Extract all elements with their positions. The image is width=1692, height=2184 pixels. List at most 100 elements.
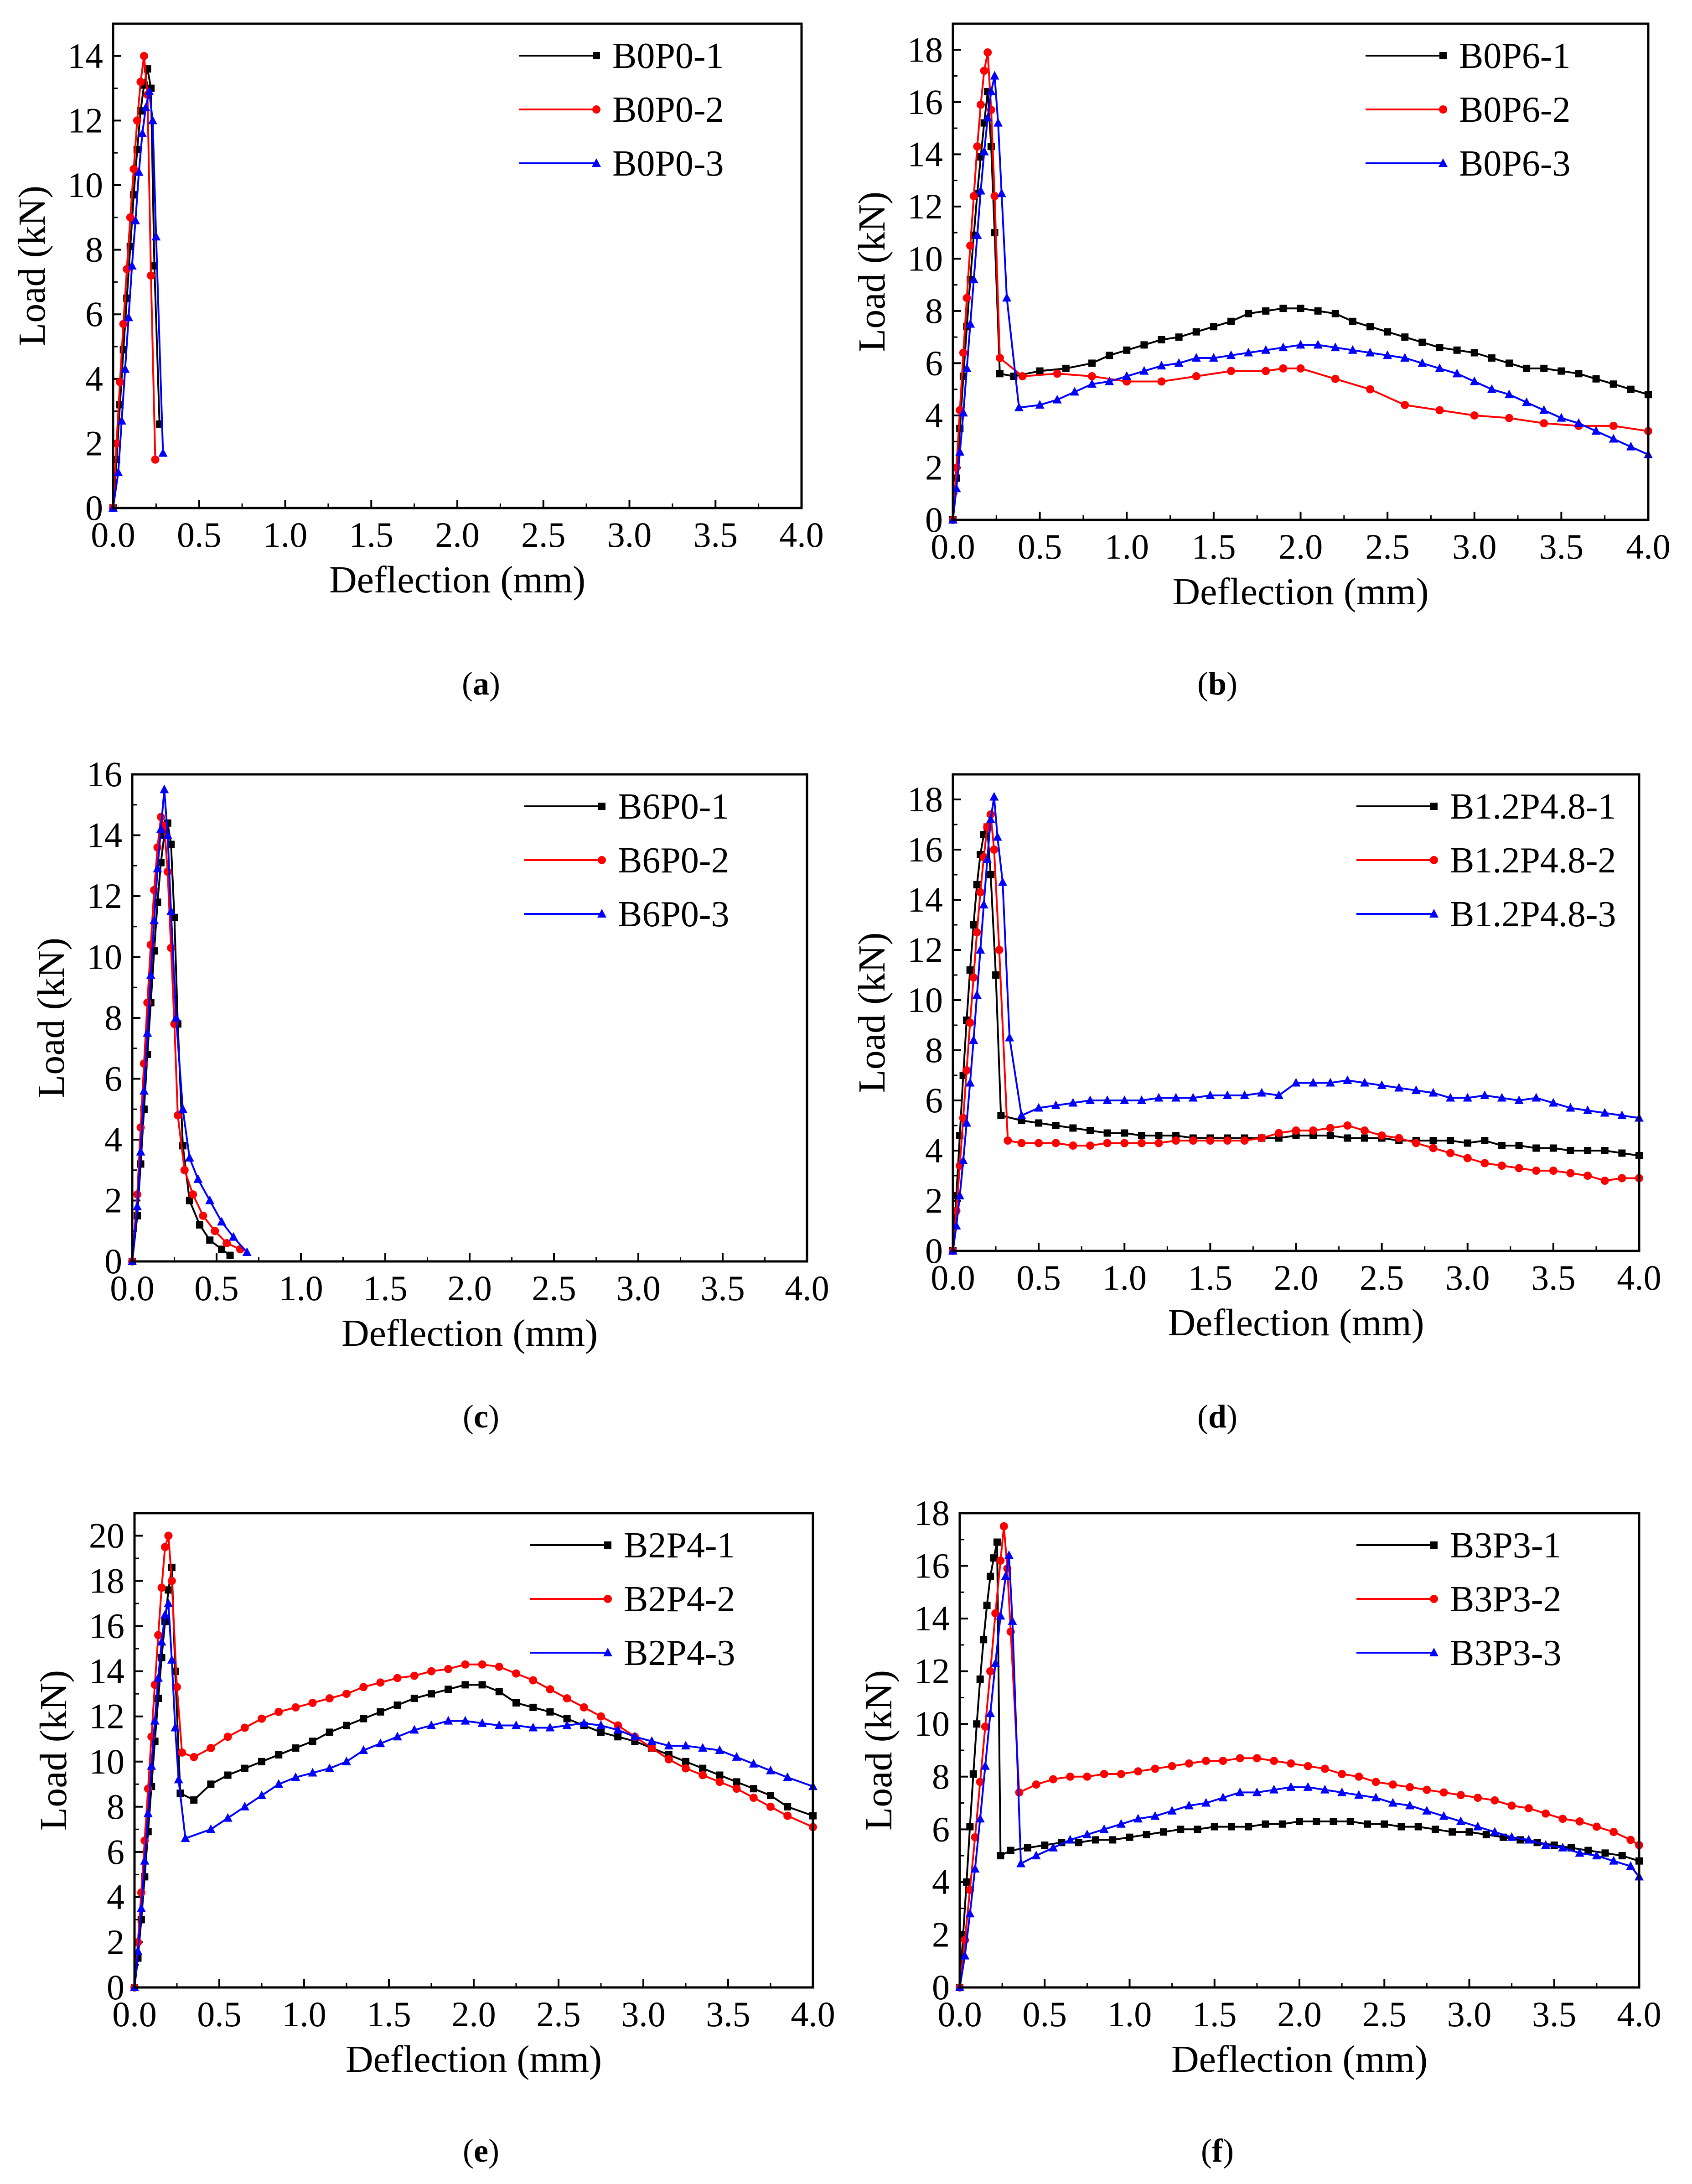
- x-tick-label: 2.0: [1274, 1258, 1319, 1297]
- data-point: [124, 312, 133, 322]
- data-point: [966, 319, 975, 328]
- data-point: [134, 167, 144, 176]
- data-point: [1304, 1762, 1312, 1770]
- x-tick-label: 1.5: [1191, 527, 1236, 566]
- data-point: [1052, 394, 1062, 404]
- plot-frame: [958, 1512, 1640, 1989]
- y-tick-label: 4: [107, 1877, 124, 1917]
- data-point: [445, 1686, 452, 1693]
- data-point: [1600, 1177, 1609, 1185]
- y-tick-label: 18: [89, 1561, 124, 1601]
- data-point: [1320, 1764, 1329, 1773]
- data-point: [1034, 1103, 1044, 1112]
- data-point: [140, 1856, 150, 1865]
- data-point: [1087, 379, 1097, 388]
- data-point: [129, 165, 138, 173]
- data-point: [966, 1018, 974, 1027]
- legend-entry: B0P6-3: [1459, 144, 1571, 184]
- data-point: [138, 128, 147, 137]
- data-point: [190, 1753, 198, 1761]
- data-point: [1418, 358, 1427, 367]
- data-point: [1549, 1144, 1557, 1152]
- data-point: [180, 1166, 189, 1174]
- y-axis-title: Load (kN): [11, 186, 53, 346]
- data-point: [133, 1201, 142, 1210]
- data-point: [1366, 348, 1375, 357]
- data-point: [1331, 374, 1340, 383]
- data-point: [664, 1741, 673, 1750]
- data-point: [546, 1708, 554, 1716]
- data-point: [1257, 1134, 1266, 1142]
- data-point: [1600, 1108, 1609, 1117]
- data-point: [1206, 1136, 1215, 1145]
- data-point: [1423, 1785, 1431, 1794]
- data-point: [1532, 1093, 1541, 1102]
- data-point: [427, 1720, 436, 1729]
- data-point: [1227, 317, 1235, 325]
- data-point: [141, 103, 150, 112]
- y-axis-title: Load (kN): [32, 1670, 75, 1831]
- data-point: [139, 1086, 149, 1095]
- y-tick-label: 0: [107, 1967, 124, 2007]
- plot-frame: [131, 773, 808, 1263]
- data-point: [1227, 367, 1235, 375]
- data-point: [1236, 1754, 1244, 1763]
- data-point: [1418, 338, 1426, 346]
- x-tick-label: 4.0: [791, 1994, 835, 2034]
- data-point: [991, 1609, 1000, 1618]
- x-tick-label: 2.5: [1360, 1258, 1404, 1297]
- y-tick-label: 16: [907, 830, 943, 869]
- y-tick-label: 2: [925, 447, 943, 487]
- data-point: [1051, 1139, 1060, 1147]
- data-point: [164, 1531, 173, 1540]
- data-point: [1432, 1826, 1439, 1833]
- data-point: [136, 1903, 146, 1912]
- data-point: [1480, 1159, 1489, 1167]
- legend-marker: [1439, 52, 1447, 59]
- caption-letter: d: [1208, 1398, 1226, 1435]
- y-axis-title: Load (kN): [851, 192, 893, 352]
- plot-frame: [952, 773, 1640, 1252]
- caption-letter: c: [474, 1398, 488, 1435]
- data-point: [1278, 1820, 1286, 1828]
- y-tick-label: 8: [932, 1757, 950, 1796]
- data-point: [1325, 1078, 1335, 1087]
- data-point: [140, 1836, 149, 1845]
- legend-marker: [597, 909, 606, 918]
- data-point: [973, 230, 982, 239]
- x-tick-label: 3.0: [1447, 1994, 1492, 2034]
- data-point: [1223, 1090, 1232, 1099]
- data-point: [1138, 1132, 1145, 1139]
- data-point: [986, 86, 996, 95]
- data-point: [1575, 1848, 1584, 1857]
- data-point: [1592, 1822, 1601, 1831]
- data-point: [226, 1251, 234, 1259]
- data-point: [681, 1741, 690, 1750]
- x-tick-label: 4.0: [785, 1268, 829, 1308]
- data-point: [257, 1790, 266, 1800]
- data-point: [173, 1111, 182, 1120]
- data-point: [150, 915, 159, 924]
- data-point: [749, 1759, 758, 1768]
- data-point: [962, 294, 971, 302]
- data-point: [962, 1066, 971, 1074]
- data-point: [1185, 1759, 1193, 1768]
- legend-entry: B0P0-2: [612, 90, 724, 130]
- legend-entry: B0P6-2: [1459, 90, 1571, 130]
- data-point: [996, 370, 1004, 378]
- data-point: [1155, 1132, 1163, 1139]
- data-point: [292, 1744, 300, 1752]
- data-point: [528, 1722, 538, 1732]
- data-point: [1157, 377, 1166, 386]
- data-point: [275, 1751, 283, 1759]
- chart-panel-c: 0.0 0.5 1.0 1.5 2.0 2.5 3.0 3.5 4.0 0 2 4 6 8 10 12 14 16…: [30, 754, 829, 1354]
- data-point: [1618, 1852, 1626, 1860]
- panel-caption: (c): [463, 1398, 499, 1435]
- data-point: [1171, 1093, 1181, 1102]
- legend-marker: [1429, 1648, 1438, 1656]
- data-point: [993, 1538, 1001, 1546]
- y-tick-label: 2: [104, 1181, 122, 1220]
- data-point: [1343, 1075, 1352, 1084]
- legend-entry: B3P3-1: [1450, 1525, 1562, 1566]
- data-point: [185, 1153, 194, 1162]
